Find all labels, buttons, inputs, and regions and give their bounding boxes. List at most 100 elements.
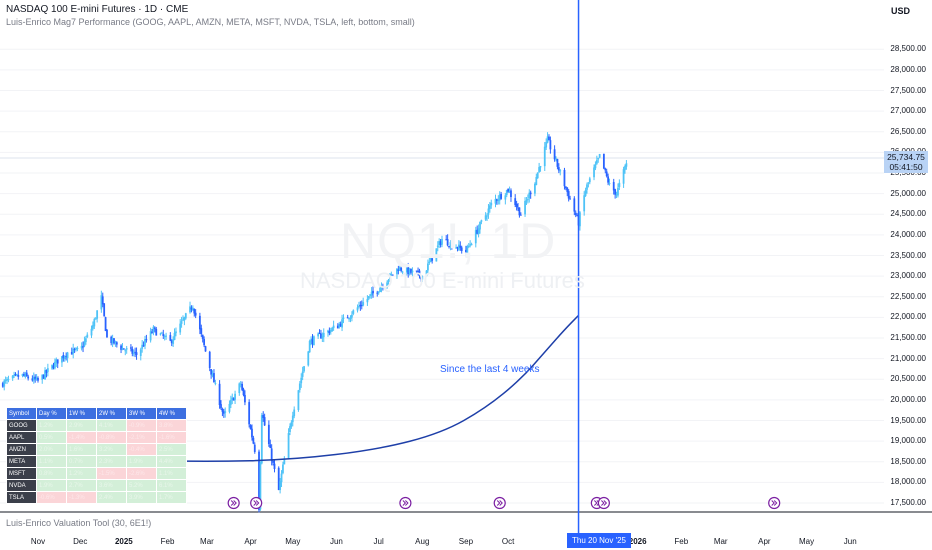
crosshair-date-label: Thu 20 Nov '25: [567, 533, 631, 548]
candle-body: [159, 333, 162, 335]
symbol-title[interactable]: NASDAQ 100 E-mini Futures · 1D · CME: [6, 4, 189, 15]
candle-body: [104, 317, 107, 332]
candle-body: [175, 331, 177, 334]
valuation-indicator-legend[interactable]: Luis-Enrico Valuation Tool (30, 6E1!): [6, 518, 152, 528]
candle-body: [131, 348, 134, 354]
candle-body: [415, 270, 418, 272]
candle-body: [349, 316, 352, 319]
time-tick-label: May: [285, 537, 301, 546]
table-symbol-cell: MSFT: [6, 467, 37, 480]
table-value-cell: 1.2%: [36, 419, 67, 432]
candle-body: [94, 318, 97, 320]
table-value-cell: 2.5%: [156, 443, 187, 456]
candle-body: [92, 325, 94, 329]
event-marker[interactable]: [597, 496, 610, 510]
candle-body: [272, 460, 274, 463]
candle-body: [17, 374, 20, 377]
chart-annotation[interactable]: Since the last 4 weeks: [440, 364, 540, 375]
candle-body: [270, 448, 273, 461]
candle-body: [445, 239, 448, 241]
candle-body: [42, 374, 45, 379]
candle-body: [584, 190, 587, 196]
indicator-legend[interactable]: Luis-Enrico Mag7 Performance (GOOG, AAPL…: [6, 17, 415, 27]
candle-body: [201, 334, 204, 339]
candle-body: [510, 190, 512, 198]
candle-body: [555, 158, 557, 160]
candle-body: [258, 451, 260, 511]
candle-body: [289, 426, 291, 432]
last-price-value: 25,734.75: [887, 152, 925, 162]
currency-label[interactable]: USD: [891, 6, 911, 16]
table-symbol-cell: AAPL: [6, 431, 37, 444]
table-header-cell: Symbol: [6, 407, 37, 420]
candle-body: [625, 163, 628, 167]
candle-body: [132, 352, 135, 354]
candle-body: [338, 324, 341, 328]
table-header-cell: 4W %: [156, 407, 187, 420]
candle-body: [593, 167, 595, 178]
candle-body: [490, 202, 493, 206]
event-marker[interactable]: [250, 496, 263, 510]
table-header-cell: 1W %: [66, 407, 97, 420]
candle-body: [32, 376, 35, 381]
candle-body: [455, 247, 457, 249]
candle-body: [72, 348, 75, 354]
price-tick-label: 24,500.00: [890, 209, 926, 219]
candle-body: [66, 352, 69, 359]
time-tick-label: Mar: [200, 537, 214, 546]
candle-body: [529, 192, 532, 195]
table-value-cell: 2.4%: [96, 491, 127, 504]
event-marker[interactable]: [768, 496, 781, 510]
candle-body: [317, 333, 320, 337]
price-tick-label: 20,500.00: [890, 374, 926, 384]
curve-drawing[interactable]: [111, 314, 580, 462]
candle-body: [11, 375, 14, 379]
candle-body: [411, 270, 414, 273]
event-marker[interactable]: [493, 496, 506, 510]
candle-body: [24, 373, 27, 377]
candle-body: [588, 178, 591, 183]
event-marker[interactable]: [227, 496, 240, 510]
candle-body: [303, 366, 305, 372]
candle-body: [614, 189, 617, 195]
candle-body: [583, 195, 586, 212]
table-value-cell: 3.2%: [96, 443, 127, 456]
candle-body: [563, 169, 566, 187]
candle-body: [182, 319, 184, 321]
candle-body: [162, 333, 165, 337]
table-value-cell: -1.5%: [96, 467, 127, 480]
candle-body: [487, 208, 490, 215]
event-markers[interactable]: [227, 496, 781, 510]
candle-body: [220, 404, 222, 409]
candle-body: [536, 172, 539, 179]
candle-body: [494, 198, 497, 204]
candle-body: [427, 263, 429, 271]
table-value-cell: 2.3%: [96, 455, 127, 468]
candle-body: [615, 194, 618, 196]
table-value-cell: -2.1%: [126, 431, 157, 444]
candle-body: [139, 349, 142, 357]
candle-body: [569, 198, 571, 200]
candle-body: [46, 368, 49, 372]
candle-body: [474, 230, 477, 244]
table-header-cell: Day %: [36, 407, 67, 420]
table-value-cell: 2.9%: [66, 419, 97, 432]
event-marker[interactable]: [399, 496, 412, 510]
candle-body: [528, 192, 531, 199]
time-tick-label: May: [799, 537, 815, 546]
table-value-cell: 1.9%: [126, 455, 157, 468]
price-tick-label: 23,000.00: [890, 271, 926, 281]
table-row: MSFT 0.8% 1.2% -1.5% -2.6% 1.1%: [6, 467, 187, 480]
candle-body: [262, 414, 265, 418]
time-tick-label: Dec: [73, 537, 88, 546]
table-value-cell: 4.4%: [156, 455, 187, 468]
candle-body: [115, 342, 118, 345]
price-tick-label: 28,500.00: [890, 44, 926, 54]
candle-body: [130, 347, 132, 349]
candle-body: [169, 335, 172, 341]
candle-body: [308, 340, 311, 353]
candle-body: [390, 273, 393, 275]
candle-body: [179, 323, 182, 333]
candle-body: [293, 409, 296, 417]
